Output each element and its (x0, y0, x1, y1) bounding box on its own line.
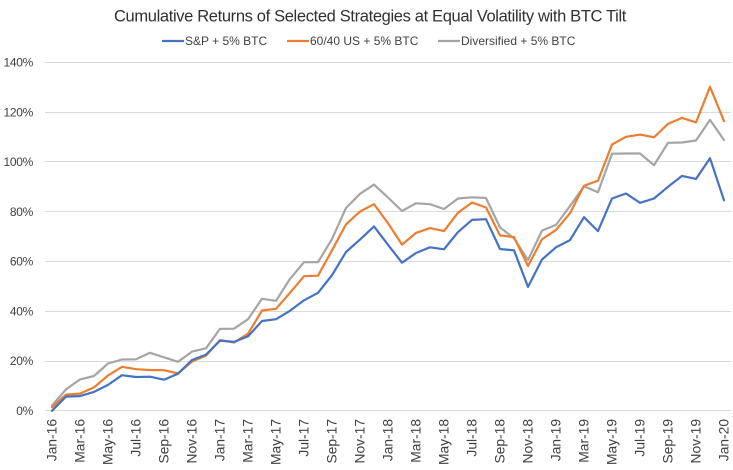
svg-text:May-19: May-19 (605, 419, 620, 465)
svg-text:20%: 20% (10, 354, 34, 368)
svg-text:140%: 140% (4, 56, 34, 70)
svg-text:Jul-17: Jul-17 (297, 419, 312, 457)
svg-text:120%: 120% (4, 105, 34, 119)
svg-text:Jan-19: Jan-19 (549, 419, 564, 462)
svg-text:40%: 40% (10, 305, 34, 319)
svg-text:Sep-18: Sep-18 (493, 419, 508, 464)
svg-text:0%: 0% (16, 404, 33, 418)
svg-text:Nov-17: Nov-17 (353, 419, 368, 463)
svg-text:S&P + 5% BTC: S&P + 5% BTC (185, 34, 267, 48)
svg-text:Jan-20: Jan-20 (717, 419, 732, 462)
svg-text:Jan-17: Jan-17 (213, 419, 228, 461)
svg-text:Nov-19: Nov-19 (689, 419, 704, 464)
svg-text:Jul-18: Jul-18 (465, 419, 480, 457)
svg-text:May-17: May-17 (269, 419, 284, 465)
svg-text:Jan-16: Jan-16 (45, 419, 60, 462)
svg-text:80%: 80% (10, 205, 34, 219)
svg-text:May-16: May-16 (101, 419, 116, 465)
svg-text:Mar-17: Mar-17 (241, 419, 256, 463)
svg-text:Jan-18: Jan-18 (381, 419, 396, 462)
svg-text:Diversified + 5% BTC: Diversified + 5% BTC (461, 34, 576, 48)
svg-text:Jul-16: Jul-16 (129, 419, 144, 457)
svg-text:Sep-16: Sep-16 (157, 419, 172, 464)
svg-text:Mar-18: Mar-18 (409, 419, 424, 463)
svg-text:Jul-19: Jul-19 (633, 419, 648, 457)
svg-text:Sep-17: Sep-17 (325, 419, 340, 464)
svg-text:Sep-19: Sep-19 (661, 419, 676, 464)
svg-text:Mar-19: Mar-19 (577, 419, 592, 463)
svg-text:Nov-16: Nov-16 (185, 419, 200, 464)
svg-text:Cumulative Returns of Selected: Cumulative Returns of Selected Strategie… (114, 8, 627, 26)
svg-text:May-18: May-18 (437, 419, 452, 465)
svg-text:100%: 100% (4, 155, 34, 169)
svg-text:Mar-16: Mar-16 (73, 419, 88, 463)
svg-text:60/40 US + 5% BTC: 60/40 US + 5% BTC (310, 34, 419, 48)
svg-text:60%: 60% (10, 255, 34, 269)
svg-text:Nov-18: Nov-18 (521, 419, 536, 464)
